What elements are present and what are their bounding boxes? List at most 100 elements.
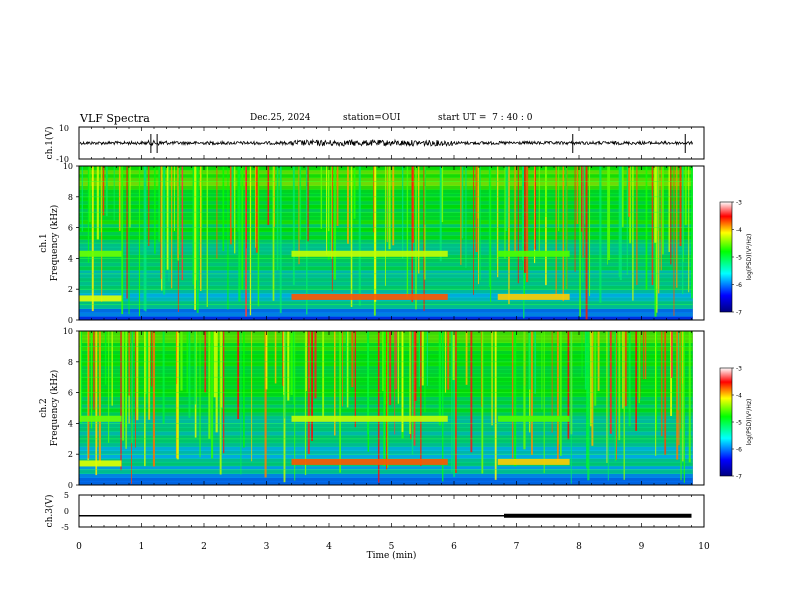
ch2-spectrogram-freq-band: [79, 442, 693, 447]
ch1-spectrogram-streak: [306, 166, 309, 242]
ch1-spectrogram-streak: [673, 166, 675, 316]
ch1-spectrogram-streak: [508, 166, 510, 270]
ch2-spectrogram-streak: [151, 331, 153, 387]
ch1-spectrogram-streak: [320, 166, 323, 229]
ch1-spectrogram-streak: [105, 166, 108, 217]
ch2-spectrogram-freq-band: [79, 434, 693, 440]
ch1-spectrogram-streak: [583, 166, 586, 225]
ch2-spectrogram-streak: [567, 331, 570, 440]
ch2-colorbar-tick-label: -5: [736, 420, 742, 427]
ch1-trace: [79, 138, 693, 147]
ch2-spectrogram-streak: [470, 331, 473, 453]
ch2-spectrogram-ytick-label: 0: [68, 481, 73, 490]
ch2-spectrogram-streak: [144, 331, 146, 467]
ch1-spectrogram-streak: [479, 166, 481, 281]
ch1-spectrogram-streak: [192, 166, 195, 285]
ch3-xtick-label: 6: [451, 542, 457, 552]
ch1-spectrogram-streak: [373, 166, 375, 233]
ch1-spectrogram-streak: [657, 166, 659, 231]
ch2-spectrogram-streak: [622, 331, 624, 409]
ch2-spectrogram-streak: [93, 331, 95, 410]
ch1-spectrogram-streak: [621, 166, 624, 227]
ch1-spectrogram-streak: [181, 166, 184, 281]
ch1-spectrogram-streak: [299, 166, 302, 240]
ch2-spectrogram-streak: [401, 331, 404, 433]
ch1-spectrogram-streak: [143, 166, 146, 311]
ch1-spectrogram-streak: [619, 166, 622, 281]
ch1-spectrogram-streak: [588, 166, 591, 297]
ch1-spectrogram-streak: [326, 166, 328, 255]
ch2-spectrogram-freq-band: [79, 454, 693, 459]
ch1-spectrogram-nodata-area: [692, 166, 704, 320]
ch2-spectrogram-streak: [87, 331, 90, 459]
ch1-spectrogram-panel: 0 2 4 6 8 10 ch.1 Frequency (kHz): [39, 162, 705, 325]
ch1-spectrogram-streak: [276, 166, 279, 271]
ch2-spectrogram-streak: [531, 331, 533, 456]
ch2-spectrogram-streak: [541, 331, 543, 410]
ch3-ytick-label: 0: [64, 507, 69, 516]
ch2-spectrogram-streak: [481, 331, 484, 474]
ch1-spectrogram-streak: [222, 166, 225, 251]
ch2-spectrogram-streak: [615, 331, 617, 460]
ch1-spectrogram-streak: [505, 166, 508, 231]
ch1-colorbar-tick-label: -6: [736, 282, 742, 289]
ch2-spectrogram-streak: [551, 331, 553, 433]
ch1-spectrogram-freq-band: [79, 304, 693, 309]
ch1-spectrogram-streak: [411, 166, 413, 303]
ch1-spectrogram-streak: [514, 166, 516, 253]
ch1-spectrogram-freq-band: [79, 312, 693, 317]
ch2-spectrogram-streak: [104, 331, 107, 385]
ch2-spectrogram-ylabel-frequency: Frequency (kHz): [49, 370, 60, 447]
ch2-spectrogram-panel: 0 2 4 6 8 10 ch.2 Frequency (kHz): [39, 327, 705, 490]
ch1-spectrogram-streak: [118, 166, 121, 231]
ch2-colorbar-tick-label: -7: [736, 474, 742, 481]
ch2-spectrogram-streak: [314, 331, 317, 399]
ch2-spectrogram-streak: [556, 331, 559, 463]
ch1-spectrogram-streak: [154, 166, 156, 254]
ch1-spectrogram-streak: [599, 166, 602, 303]
ch1-spectrogram-streak: [171, 166, 173, 289]
ch1-spectrogram-tone-segment: [291, 293, 448, 300]
ch1-spectrogram-streak: [628, 166, 631, 217]
ch2-spectrogram-freq-band: [79, 423, 693, 428]
ch2-spectrogram-streak: [412, 331, 414, 434]
ch1-ylabel: ch.1(V): [44, 127, 55, 160]
ch1-spectrogram-streak: [384, 166, 386, 286]
ch1-spectrogram-freq-band: [79, 316, 693, 321]
ch2-spectrogram-streak: [421, 331, 424, 386]
ch1-spectrogram-streak: [96, 166, 99, 240]
ch2-spectrogram-streak: [642, 331, 644, 380]
ch2-spectrogram-streak: [322, 331, 325, 417]
ch2-spectrogram-streak: [420, 331, 422, 466]
ch2-spectrogram-streak: [341, 331, 343, 407]
ch2-spectrogram-streak: [586, 331, 589, 469]
ch2-spectrogram-streak: [424, 331, 426, 413]
ch1-spectrogram-streak: [336, 166, 339, 226]
ch1-spectrogram-ylabel-channel: ch.1: [39, 233, 49, 252]
ch2-spectrogram-freq-band: [79, 473, 693, 478]
ch2-spectrogram-streak: [148, 331, 151, 420]
ch1-spectrogram-streak: [145, 166, 147, 312]
ch2-spectrogram-streak: [394, 331, 396, 435]
ch2-spectrogram-streak: [346, 331, 348, 408]
ch2-spectrogram-streak: [591, 331, 594, 446]
ch2-spectrogram-streak: [395, 331, 397, 390]
ch1-spectrogram-streak: [358, 166, 361, 306]
ch2-spectrogram-streak: [581, 331, 583, 378]
ch1-spectrogram-streak: [102, 166, 105, 216]
ch1-spectrogram-streak: [234, 166, 236, 254]
ch2-spectrogram-streak: [671, 331, 673, 379]
ch2-spectrogram-streak: [111, 331, 113, 406]
ch1-spectrogram-streak: [347, 166, 349, 244]
ch1-spectrogram-tone-segment: [79, 295, 122, 302]
ch1-spectrogram-streak: [392, 166, 395, 246]
ch1-spectrogram-streak: [331, 166, 333, 292]
ch2-spectrogram-streak: [618, 331, 621, 441]
ch1-spectrogram-streak: [374, 166, 377, 302]
ch1-spectrogram-ylabel-frequency: Frequency (kHz): [49, 205, 60, 282]
ch1-spectrogram-streak: [126, 166, 128, 299]
ch1-spectrogram-streak: [386, 166, 388, 243]
ch2-spectrogram-streak: [451, 331, 453, 473]
ch1-spectrogram-streak: [216, 166, 218, 260]
ch2-spectrogram-streak: [215, 331, 218, 433]
